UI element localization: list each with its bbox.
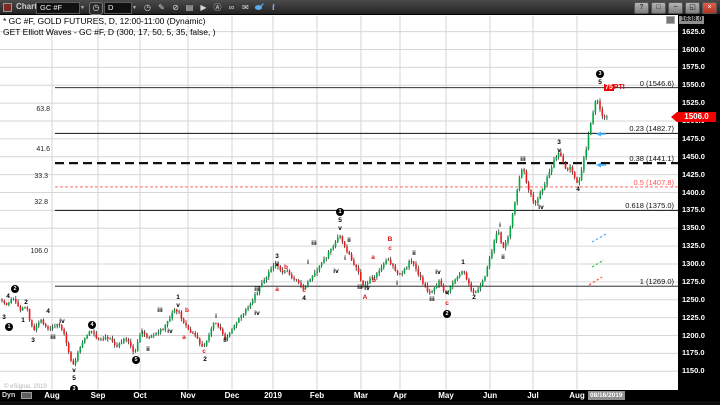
chat-icon[interactable]: ✉ xyxy=(242,3,249,12)
symbol-dropdown-icon[interactable]: ▼ xyxy=(80,5,85,11)
minimize-button[interactable]: − xyxy=(668,2,683,14)
toolbar-icons: ◷ ✎ ⊘ ▤ ▶ Ⓐ ∞ ✉ f xyxy=(142,1,279,14)
title-bar[interactable]: Chart GC #F ▼ ◷ D ▼ ◷ ✎ ⊘ ▤ ▶ Ⓐ ∞ ✉ f ? □ − ◱ × xyxy=(0,0,720,15)
interval-value: D xyxy=(108,3,114,12)
alerts-icon[interactable]: Ⓐ xyxy=(213,3,222,12)
symbol-search-icon[interactable]: ◷ xyxy=(89,2,103,15)
window-title: Chart xyxy=(16,2,37,11)
candlestick-plot[interactable] xyxy=(0,15,678,390)
interval-input[interactable]: D xyxy=(104,2,132,14)
twitter-icon[interactable] xyxy=(254,2,265,13)
interval-dropdown-icon[interactable]: ▼ xyxy=(132,5,137,11)
window-controls: ? □ − ◱ × xyxy=(634,2,717,14)
maximize-button[interactable]: □ xyxy=(651,2,666,14)
chart-plot-background xyxy=(0,15,678,390)
clock-icon[interactable]: ◷ xyxy=(144,3,151,12)
help-button[interactable]: ? xyxy=(634,2,649,14)
symbol-value: GC #F xyxy=(40,3,63,12)
annotation-icon[interactable]: ▤ xyxy=(185,3,194,12)
link-icon[interactable]: ∞ xyxy=(228,3,235,12)
window-frame-bottom xyxy=(0,401,720,405)
close-button[interactable]: × xyxy=(702,2,717,14)
pencil-icon[interactable]: ✎ xyxy=(158,3,165,12)
play-icon[interactable]: ▶ xyxy=(200,3,207,12)
no-draw-icon[interactable]: ⊘ xyxy=(172,3,179,12)
price-axis[interactable] xyxy=(678,15,720,390)
app-icon xyxy=(3,3,12,12)
time-axis[interactable] xyxy=(0,390,720,401)
facebook-icon[interactable]: f xyxy=(272,3,275,12)
symbol-input[interactable]: GC #F xyxy=(36,2,80,14)
restore-button[interactable]: ◱ xyxy=(685,2,700,14)
